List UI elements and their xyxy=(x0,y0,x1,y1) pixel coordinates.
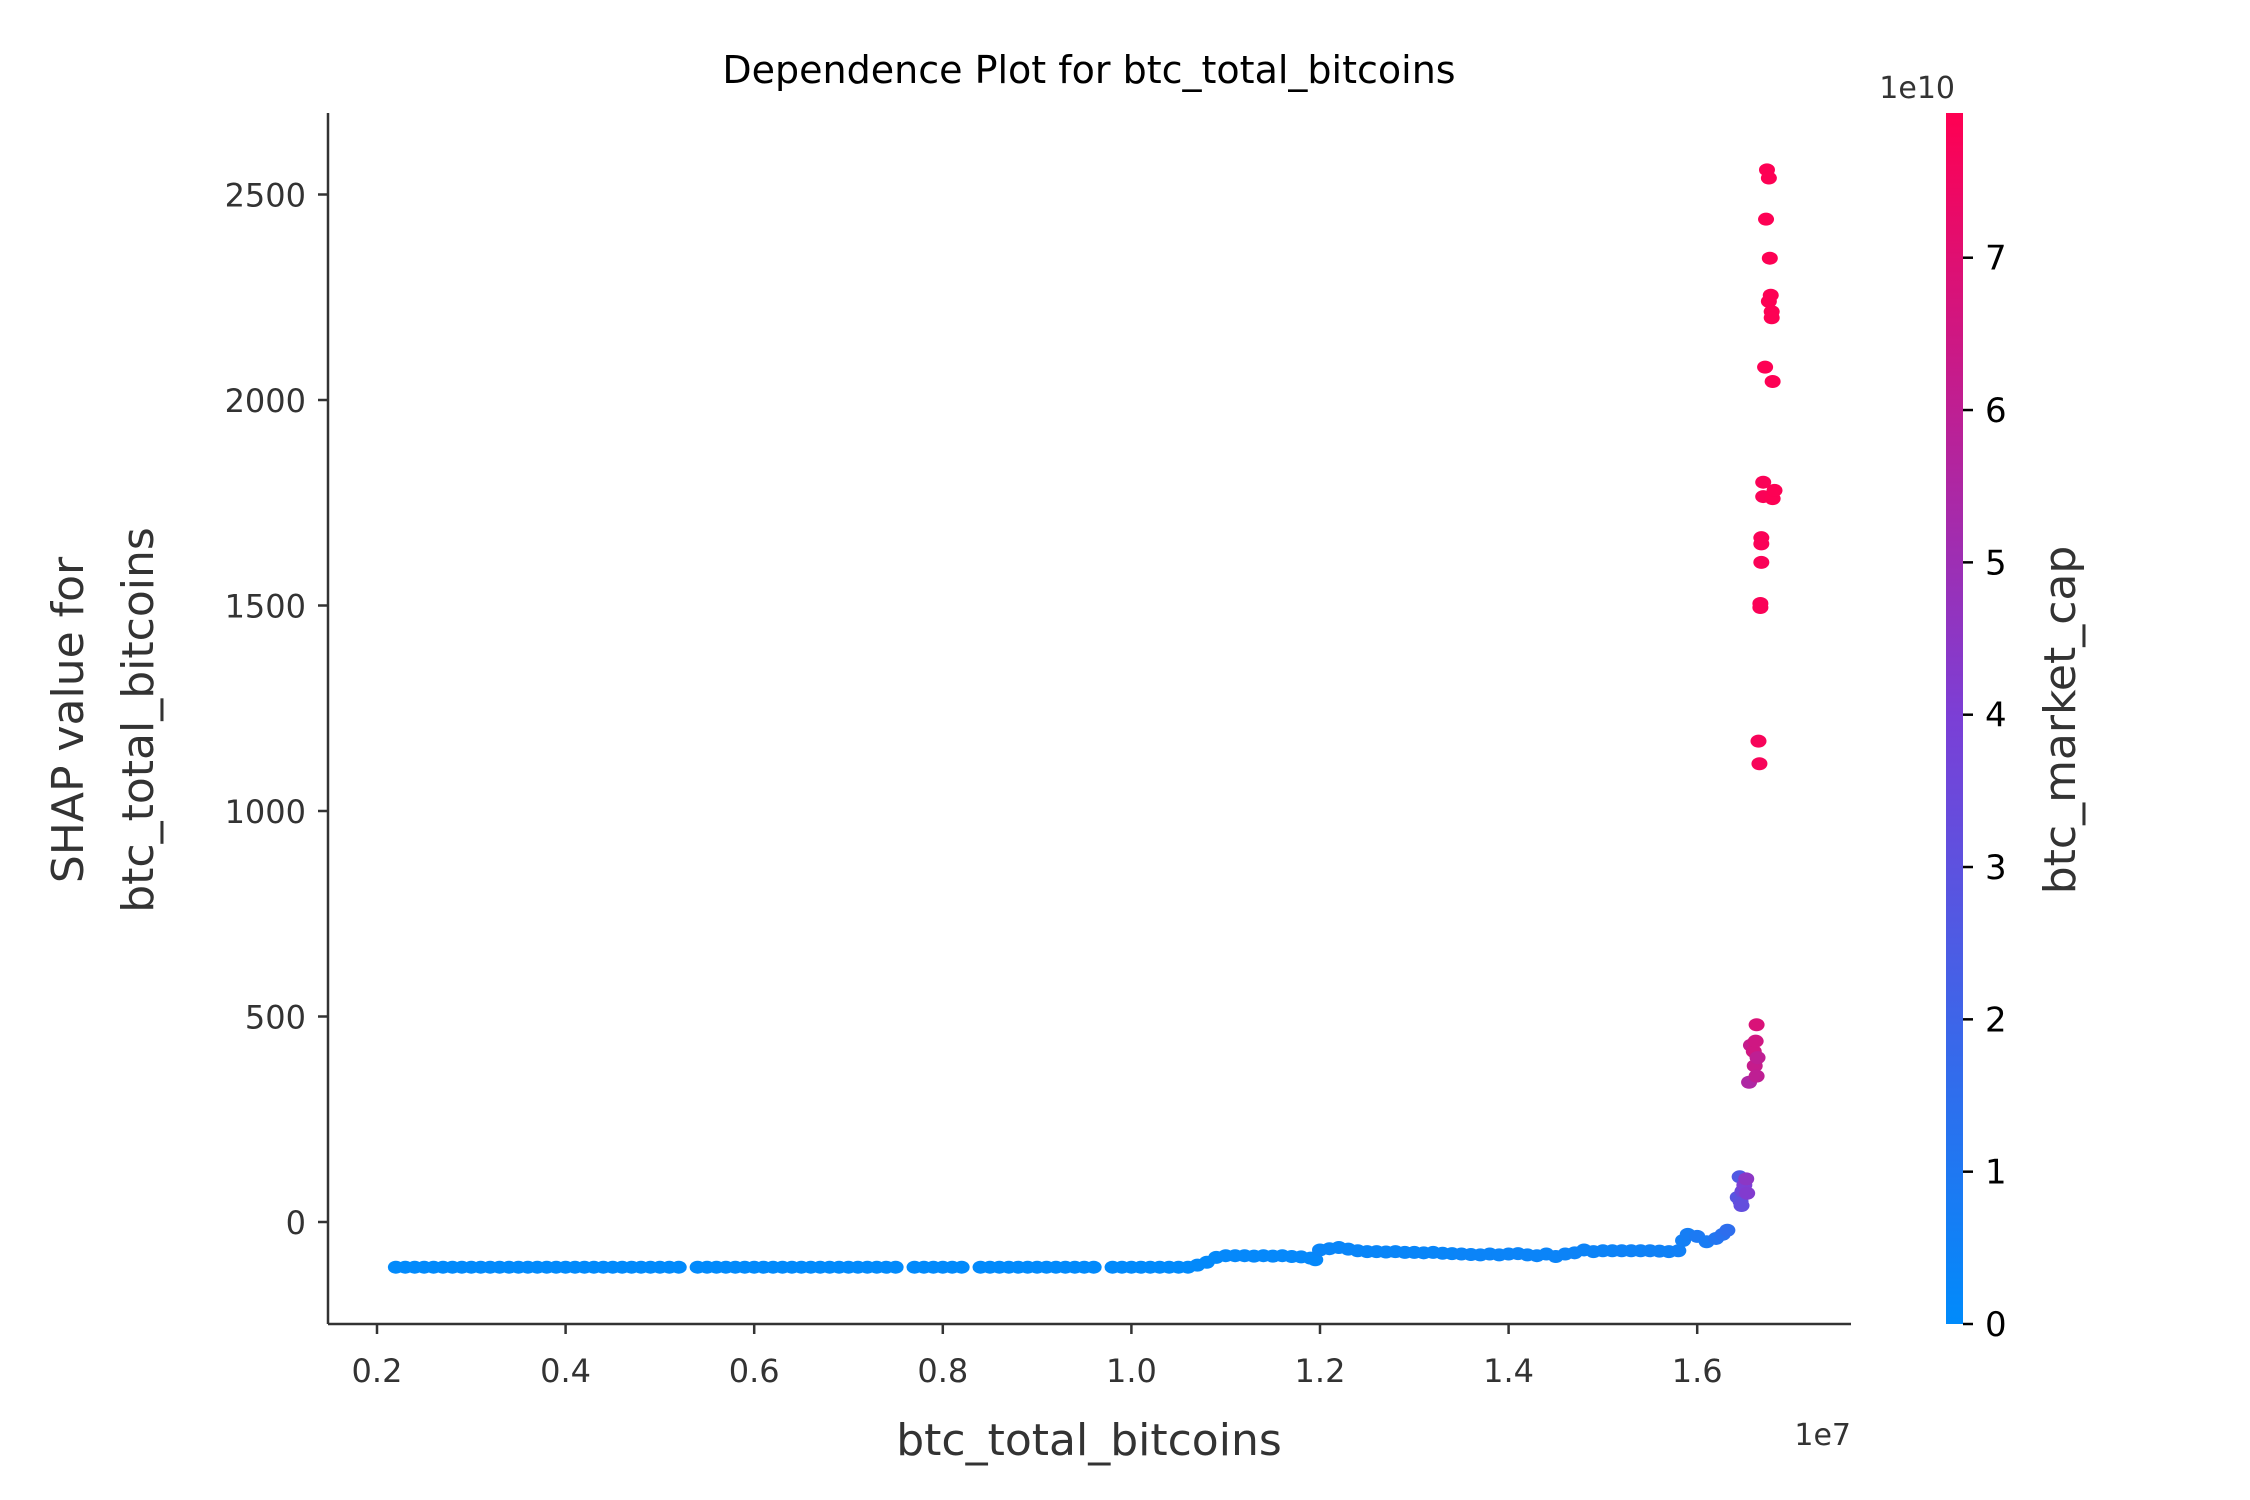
y-tick-label: 1000 xyxy=(225,793,306,831)
colorbar-label: btc_market_cap xyxy=(2035,546,2086,895)
data-point xyxy=(1758,212,1775,226)
y-tick-label: 2000 xyxy=(225,382,306,420)
colorbar-ticks: 0 1 2 3 4 5 6 7 xyxy=(1963,239,2007,1345)
data-point xyxy=(1307,1253,1324,1267)
x-tick-label: 1.4 xyxy=(1483,1352,1534,1390)
data-point xyxy=(1763,311,1780,325)
chart-title: Dependence Plot for btc_total_bitcoins xyxy=(722,48,1455,92)
data-point xyxy=(1764,375,1781,389)
y-tick-label: 1500 xyxy=(225,588,306,626)
x-axis-label: btc_total_bitcoins xyxy=(896,1415,1282,1466)
data-point xyxy=(1753,555,1770,569)
x-tick-label: 0.6 xyxy=(729,1352,780,1390)
x-tick-label: 0.4 xyxy=(540,1352,591,1390)
x-offset-label: 1e7 xyxy=(1794,1418,1851,1453)
x-tick-label: 0.8 xyxy=(917,1352,968,1390)
colorbar-tick-label: 5 xyxy=(1985,543,2007,583)
data-point xyxy=(953,1260,970,1274)
data-point xyxy=(1760,171,1777,185)
x-tick-label: 1.0 xyxy=(1106,1352,1157,1390)
colorbar-tick-label: 3 xyxy=(1985,848,2007,888)
colorbar-tick-label: 0 xyxy=(1985,1305,2007,1345)
y-axis-label-line1: SHAP value for xyxy=(43,556,94,883)
y-axis-label-line2: btc_total_bitcoins xyxy=(113,527,164,913)
colorbar-tick-label: 2 xyxy=(1985,1000,2007,1040)
x-tick-label: 0.2 xyxy=(352,1352,403,1390)
data-point xyxy=(670,1260,687,1274)
data-point xyxy=(1748,1069,1765,1083)
x-ticks: 0.2 0.4 0.6 0.8 1.0 1.2 1.4 1.6 xyxy=(352,1324,1723,1390)
colorbar-offset-label: 1e10 xyxy=(1879,71,1955,106)
y-tick-label: 2500 xyxy=(225,177,306,215)
data-point xyxy=(1753,537,1770,551)
data-point xyxy=(1752,601,1769,615)
data-point xyxy=(1739,1186,1756,1200)
colorbar-tick-label: 4 xyxy=(1985,696,2007,736)
colorbar-tick-label: 7 xyxy=(1985,239,2007,279)
data-point xyxy=(1755,475,1772,489)
data-point xyxy=(1748,1018,1765,1032)
data-point xyxy=(1670,1244,1687,1258)
data-point xyxy=(1738,1172,1755,1186)
data-point xyxy=(1749,1051,1766,1065)
data-point xyxy=(1751,757,1768,771)
colorbar-tick-label: 6 xyxy=(1985,391,2007,431)
scatter-points xyxy=(387,163,1783,1274)
y-tick-label: 500 xyxy=(245,999,306,1037)
data-point xyxy=(1733,1199,1750,1213)
data-point xyxy=(1757,360,1774,374)
data-point xyxy=(1719,1223,1736,1237)
data-point xyxy=(1747,1034,1764,1048)
data-point xyxy=(1761,251,1778,265)
data-point xyxy=(1762,288,1779,302)
data-point xyxy=(1766,483,1783,497)
x-tick-label: 1.2 xyxy=(1295,1352,1346,1390)
x-tick-label: 1.6 xyxy=(1672,1352,1723,1390)
data-point xyxy=(887,1260,904,1274)
colorbar-tick-label: 1 xyxy=(1985,1153,2007,1193)
y-ticks: 0 500 1000 1500 2000 2500 xyxy=(225,177,328,1242)
data-point xyxy=(1085,1260,1102,1274)
data-point xyxy=(1750,734,1767,748)
colorbar xyxy=(1946,113,1963,1324)
y-tick-label: 0 xyxy=(286,1204,306,1242)
